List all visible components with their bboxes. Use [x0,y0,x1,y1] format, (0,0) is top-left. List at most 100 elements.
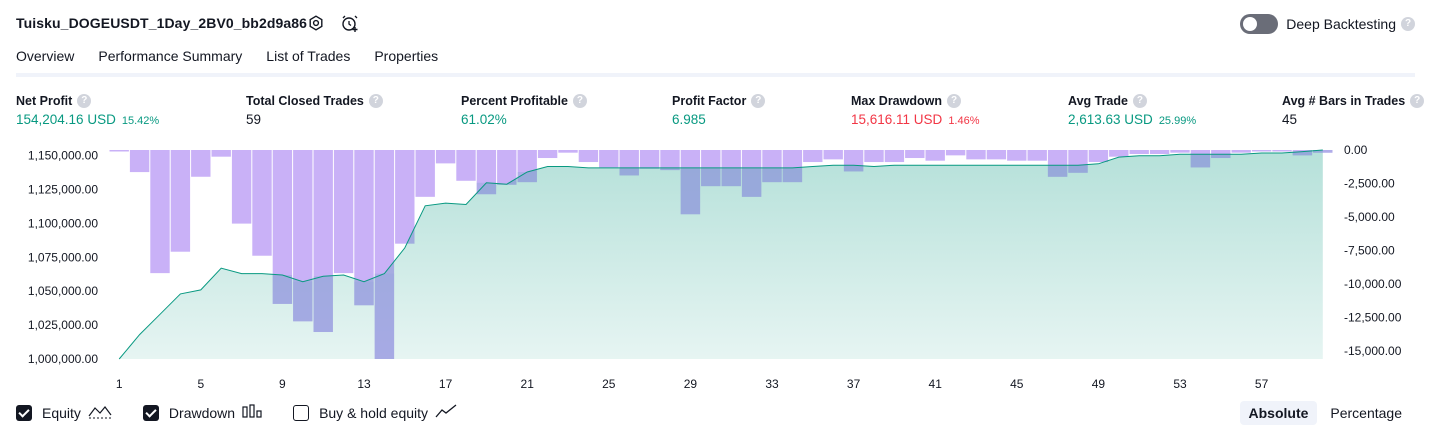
help-icon[interactable]: ? [1132,94,1147,108]
deep-backtesting-toggle[interactable] [1240,14,1279,34]
metric-label: Profit Factor [672,94,747,108]
scale-mode-switcher: Absolute Percentage [1236,401,1412,425]
help-icon[interactable]: ? [77,94,92,108]
right-axis-tick-label: -2,500.00 [1344,176,1395,190]
legend-equity[interactable]: Equity [16,403,113,422]
deep-backtesting-label: Deep Backtesting [1286,16,1396,32]
drawdown-checkbox[interactable] [142,404,159,421]
left-axis-tick-label: 1,000,000.00 [28,352,98,366]
x-axis-tick-label: 33 [765,377,779,391]
settings-icon[interactable] [307,14,325,32]
buy-hold-series-icon [434,403,458,422]
equity-line [118,149,1323,360]
metric-profit-factor: Profit Factor? 6.985 [672,94,766,127]
equity-series-icon [87,403,113,422]
metric-percent: 25.99% [1158,115,1197,127]
drawdown-bar [150,150,170,274]
metric-total-closed-trades: Total Closed Trades? 59 [246,94,383,127]
right-axis-tick-label: -10,000.00 [1344,277,1402,291]
drawdown-bar [1272,150,1292,152]
metric-net-profit: Net Profit? 154,204.16 USD 15.42% [16,94,159,127]
drawdown-bar [578,150,599,163]
absolute-button[interactable]: Absolute [1239,401,1318,425]
legend-drawdown[interactable]: Drawdown [142,403,263,422]
metric-label: Avg # Bars in Trades [1282,94,1406,108]
metric-percent: 1.46% [948,115,980,127]
tab-properties[interactable]: Properties [374,48,439,64]
help-icon[interactable]: ? [947,94,961,108]
left-axis-tick-label: 1,125,000.00 [28,183,98,197]
drawdown-bar [864,150,884,163]
chart-legend: Equity Drawdown Buy & hold equity [16,403,488,422]
help-icon[interactable]: ? [572,94,587,108]
drawdown-bar [129,150,150,173]
percentage-button[interactable]: Percentage [1330,405,1402,421]
metric-value: 45 [1282,112,1298,127]
drawdown-bar [537,150,558,159]
drawdown-bar [639,150,660,169]
drawdown-bar [1088,150,1109,163]
x-axis-tick-label: 9 [279,377,286,391]
drawdown-bar [884,150,905,163]
drawdown-bar [497,150,517,185]
x-axis-tick-label: 21 [521,377,535,391]
metric-value: 61.02% [461,112,507,127]
drawdown-bar [272,150,293,304]
drawdown-bar [966,150,986,160]
drawdown-bar [191,150,211,177]
x-axis-tick-label: 53 [1173,377,1187,391]
drawdown-equity-overlap [272,150,1333,359]
drawdown-bar [1170,150,1190,153]
metric-value: 154,204.16 USD [16,112,116,127]
help-icon[interactable]: ? [368,94,383,108]
deep-backtesting-control: Deep Backtesting ? [1240,13,1415,35]
drawdown-bar [252,150,272,256]
left-axis-tick-label: 1,075,000.00 [28,250,98,264]
tab-overview[interactable]: Overview [16,48,75,76]
buy-hold-checkbox[interactable] [293,404,310,421]
drawdown-bar [333,150,354,274]
x-axis-tick-label: 57 [1255,377,1269,391]
drawdown-series-icon [241,403,263,422]
drawdown-bar [1027,150,1047,161]
drawdown-bar [823,150,843,160]
x-axis-tick-label: 45 [1010,377,1024,391]
strategy-title: Tuisku_DOGEUSDT_1Day_2BV0_bb2d9a86 [16,15,308,31]
drawdown-bar [986,150,1007,160]
drawdown-bar [803,150,823,163]
x-axis-tick-label: 37 [847,377,861,391]
metric-value: 6.985 [672,112,706,127]
drawdown-bar [599,150,619,168]
tab-divider [16,73,1415,77]
drawdown-bar [1109,150,1129,157]
metric-value: 2,613.63 USD [1068,112,1153,127]
x-axis-tick-label: 41 [929,377,943,391]
drawdown-bar [1129,150,1149,155]
equity-checkbox[interactable] [16,404,32,421]
x-axis-tick-label: 49 [1092,377,1106,391]
legend-buy-hold-equity[interactable]: Buy & hold equity [293,403,458,422]
tab-bar: Overview Performance Summary List of Tra… [16,48,462,76]
legend-label: Buy & hold equity [319,404,429,421]
metric-label: Total Closed Trades [246,94,364,108]
tab-list-of-trades[interactable]: List of Trades [266,48,351,64]
equity-area [119,150,1323,359]
right-axis-tick-label: 0.00 [1344,143,1368,157]
metric-value: 59 [246,112,262,127]
drawdown-bar [1007,150,1027,161]
help-icon[interactable]: ? [751,94,766,108]
right-axis-tick-label: -12,500.00 [1344,310,1402,324]
add-alert-icon[interactable] [340,14,358,32]
metric-value: 15,616.11 USD [851,112,943,127]
right-axis-tick-label: -15,000.00 [1344,344,1402,358]
metric-label: Net Profit [16,94,73,108]
drawdown-bar [415,150,435,197]
equity-drawdown-chart[interactable]: 1,150,000.00 1,125,000.00 1,100,000.00 1,07… [0,140,1431,395]
left-axis-tick-label: 1,100,000.00 [28,216,98,230]
x-axis-tick-label: 29 [684,377,698,391]
help-icon[interactable]: ? [1410,94,1425,108]
tab-performance-summary[interactable]: Performance Summary [98,48,243,64]
legend-label: Equity [42,404,81,421]
right-axis-tick-label: -5,000.00 [1344,210,1395,224]
help-icon[interactable]: ? [1401,17,1415,31]
